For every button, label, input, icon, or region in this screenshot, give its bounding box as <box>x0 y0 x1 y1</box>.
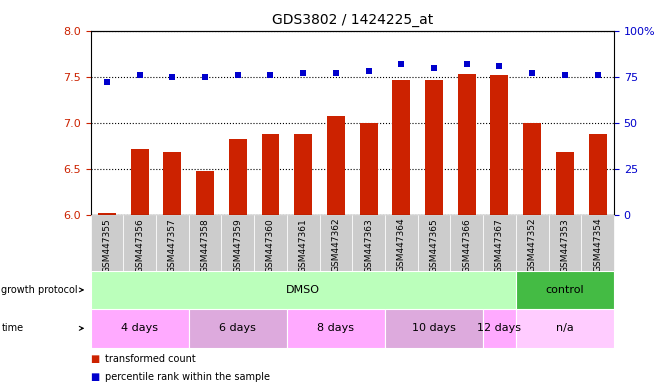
Text: 8 days: 8 days <box>317 323 354 333</box>
Bar <box>254 215 287 271</box>
Text: GSM447364: GSM447364 <box>397 218 406 273</box>
Bar <box>91 215 123 271</box>
Bar <box>287 215 319 271</box>
Point <box>560 72 570 78</box>
Text: transformed count: transformed count <box>105 354 196 364</box>
Text: GSM447354: GSM447354 <box>593 218 602 273</box>
Bar <box>189 309 287 348</box>
Bar <box>581 215 614 271</box>
Bar <box>131 149 149 215</box>
Text: 12 days: 12 days <box>478 323 521 333</box>
Point <box>494 63 505 69</box>
Bar <box>156 215 189 271</box>
Text: GSM447352: GSM447352 <box>527 218 537 273</box>
Bar <box>319 215 352 271</box>
Text: GSM447362: GSM447362 <box>331 218 340 273</box>
Point <box>396 61 407 67</box>
Text: GSM447366: GSM447366 <box>462 218 471 273</box>
Bar <box>327 116 345 215</box>
Text: control: control <box>546 285 584 295</box>
Point <box>298 70 309 76</box>
Text: GDS3802 / 1424225_at: GDS3802 / 1424225_at <box>272 13 433 27</box>
Text: GSM447365: GSM447365 <box>429 218 439 273</box>
Bar <box>221 215 254 271</box>
Bar <box>360 123 378 215</box>
Point <box>592 72 603 78</box>
Text: ■: ■ <box>91 354 100 364</box>
Bar <box>549 215 581 271</box>
Bar <box>196 171 214 215</box>
Bar <box>450 215 483 271</box>
Bar <box>91 271 516 309</box>
Bar <box>491 75 509 215</box>
Text: n/a: n/a <box>556 323 574 333</box>
Point <box>331 70 342 76</box>
Bar <box>556 152 574 215</box>
Text: GSM447357: GSM447357 <box>168 218 177 273</box>
Bar <box>516 271 614 309</box>
Bar <box>483 215 516 271</box>
Text: GSM447356: GSM447356 <box>135 218 144 273</box>
Text: DMSO: DMSO <box>287 285 320 295</box>
Bar <box>294 134 312 215</box>
Text: 6 days: 6 days <box>219 323 256 333</box>
Text: GSM447363: GSM447363 <box>364 218 373 273</box>
Text: GSM447355: GSM447355 <box>103 218 111 273</box>
Bar <box>385 309 483 348</box>
Point <box>134 72 145 78</box>
Point <box>101 79 112 85</box>
Bar <box>98 213 116 215</box>
Text: 10 days: 10 days <box>412 323 456 333</box>
Text: GSM447359: GSM447359 <box>234 218 242 273</box>
Bar <box>287 309 385 348</box>
Text: GSM447353: GSM447353 <box>560 218 570 273</box>
Bar <box>458 74 476 215</box>
Bar <box>393 81 411 215</box>
Bar <box>91 309 189 348</box>
Bar <box>163 152 181 215</box>
Bar <box>229 139 247 215</box>
Text: percentile rank within the sample: percentile rank within the sample <box>105 372 270 382</box>
Text: 4 days: 4 days <box>121 323 158 333</box>
Bar <box>123 215 156 271</box>
Bar <box>262 134 280 215</box>
Bar <box>425 79 443 215</box>
Point <box>200 74 211 80</box>
Point <box>167 74 178 80</box>
Bar <box>352 215 385 271</box>
Text: GSM447360: GSM447360 <box>266 218 275 273</box>
Bar <box>483 309 516 348</box>
Bar <box>385 215 417 271</box>
Bar <box>523 123 541 215</box>
Point <box>462 61 472 67</box>
Text: GSM447358: GSM447358 <box>201 218 209 273</box>
Point <box>527 70 537 76</box>
Text: GSM447367: GSM447367 <box>495 218 504 273</box>
Point <box>232 72 243 78</box>
Point <box>265 72 276 78</box>
Text: growth protocol: growth protocol <box>1 285 78 295</box>
Text: ■: ■ <box>91 372 100 382</box>
Bar <box>588 134 607 215</box>
Text: GSM447361: GSM447361 <box>299 218 308 273</box>
Bar <box>417 215 450 271</box>
Text: time: time <box>1 323 23 333</box>
Bar <box>189 215 221 271</box>
Point <box>429 65 440 71</box>
Point <box>363 68 374 74</box>
Bar <box>516 215 548 271</box>
Bar <box>516 309 614 348</box>
